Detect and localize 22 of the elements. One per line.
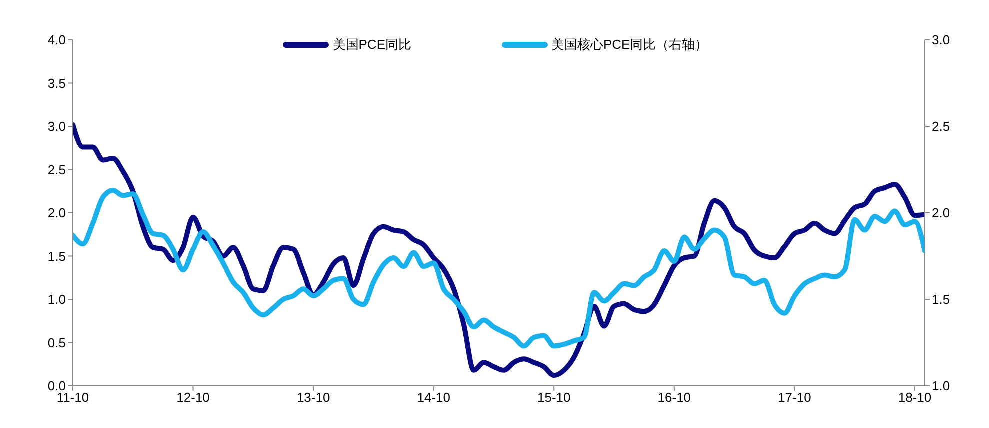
y-tick-label: 4.0	[48, 32, 66, 48]
x-tick-label: 16-10	[658, 390, 692, 406]
legend-label: 美国PCE同比	[332, 36, 412, 54]
y-tick-label: 2.0	[48, 206, 66, 221]
y2-tick-label: 2.0	[932, 206, 950, 221]
y-tick-label: 3.0	[48, 119, 66, 134]
x-tick-label: 17-10	[778, 390, 812, 406]
y-tick-label: 1.5	[48, 248, 66, 264]
y-tick-label: 1.0	[48, 292, 66, 308]
x-tick-label: 18-10	[898, 390, 932, 406]
y-tick-label: 2.5	[48, 162, 66, 178]
y-tick-label: 3.5	[48, 76, 66, 91]
x-tick-label: 14-10	[417, 390, 450, 406]
y-tick-label: 0.5	[48, 335, 66, 350]
y2-tick-label: 3.0	[932, 32, 950, 48]
y2-tick-label: 1.0	[932, 378, 950, 394]
y2-tick-label: 1.5	[932, 292, 950, 308]
x-tick-label: 12-10	[176, 390, 210, 406]
y2-tick-label: 2.5	[932, 119, 950, 134]
x-tick-label: 15-10	[538, 390, 571, 406]
x-tick-label: 13-10	[296, 390, 330, 406]
legend-label: 美国核心PCE同比（右轴）	[552, 36, 708, 54]
